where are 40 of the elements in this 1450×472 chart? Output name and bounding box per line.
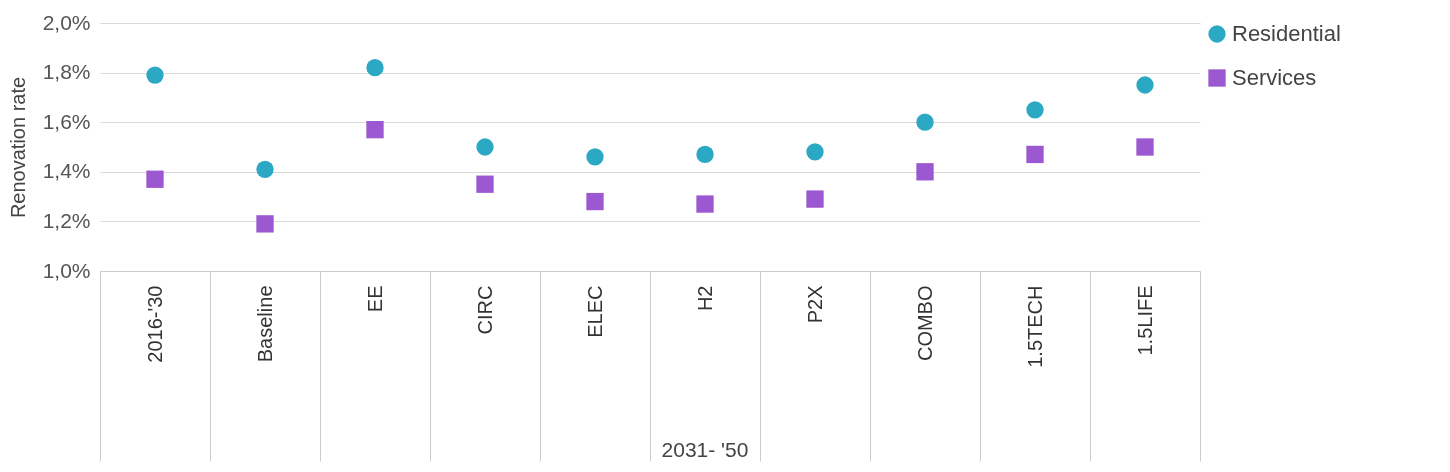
y-axis-title: Renovation rate bbox=[6, 76, 29, 219]
point bbox=[586, 192, 604, 211]
x-tick-label: 1.5TECH bbox=[1023, 285, 1046, 368]
point bbox=[1136, 76, 1154, 94]
y-tick-label: 1,4% bbox=[42, 159, 91, 183]
point bbox=[806, 190, 824, 208]
text: 2031- '50 bbox=[661, 438, 749, 461]
point bbox=[146, 170, 164, 188]
point bbox=[256, 160, 274, 178]
point bbox=[1026, 145, 1044, 164]
y-tick-label: 2,0% bbox=[42, 10, 91, 34]
x-tick-label: 1.5LIFE bbox=[1133, 285, 1156, 356]
legend-label: Residential bbox=[1232, 21, 1341, 46]
x-tick-label: Baseline bbox=[253, 285, 276, 363]
x-tick-label: P2X bbox=[803, 285, 826, 324]
x-tick-label: 2016-'30 bbox=[143, 285, 166, 363]
point bbox=[1136, 138, 1154, 156]
point bbox=[586, 148, 604, 166]
point bbox=[256, 215, 274, 233]
y-tick-label: 1,0% bbox=[42, 258, 91, 282]
y-tick-label: 1,8% bbox=[42, 60, 91, 84]
point bbox=[366, 59, 384, 77]
y-tick-label: 1,2% bbox=[42, 208, 91, 232]
point bbox=[916, 163, 934, 181]
x-tick-label: ELEC bbox=[583, 285, 606, 338]
point bbox=[916, 113, 934, 131]
point bbox=[806, 143, 824, 161]
point bbox=[696, 195, 714, 213]
legend-label: Services bbox=[1232, 65, 1317, 90]
point bbox=[476, 138, 494, 156]
point bbox=[366, 120, 384, 139]
x-tick-label: COMBO bbox=[913, 285, 936, 362]
point bbox=[1026, 101, 1044, 119]
x-tick-label: CIRC bbox=[473, 285, 496, 335]
y-tick-label: 1,6% bbox=[42, 109, 91, 133]
point bbox=[696, 145, 714, 164]
point bbox=[146, 66, 164, 84]
x-tick-label: EE bbox=[363, 285, 386, 313]
x-tick-label: H2 bbox=[693, 285, 716, 312]
point bbox=[476, 175, 494, 193]
